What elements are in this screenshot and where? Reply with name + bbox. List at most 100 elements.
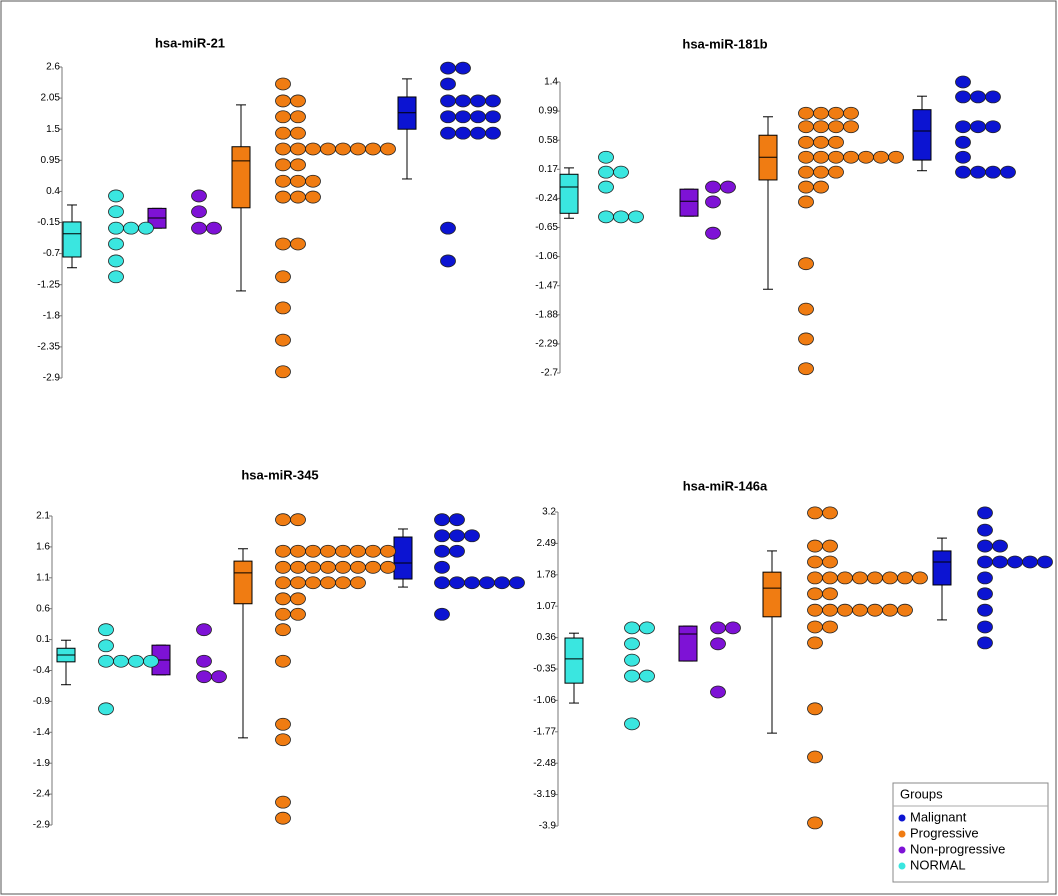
dot (290, 190, 306, 204)
dot (624, 653, 640, 667)
dot (710, 685, 726, 699)
chart-title: hsa-miR-21 (155, 35, 225, 50)
dot (108, 221, 124, 235)
dot (143, 654, 159, 668)
dot (196, 623, 212, 637)
dot (305, 544, 321, 558)
dot (440, 77, 456, 91)
dot (955, 135, 971, 149)
dot (275, 333, 291, 347)
dot (440, 61, 456, 75)
dot (725, 621, 741, 635)
dot (290, 110, 306, 124)
dot (813, 106, 829, 120)
dot (598, 210, 614, 224)
dot (98, 654, 114, 668)
dot (275, 126, 291, 140)
y-tick-label: -2.29 (535, 339, 558, 350)
dot (882, 571, 898, 585)
dot (434, 513, 450, 527)
legend-label: Malignant (910, 809, 967, 824)
y-tick-label: -1.88 (535, 309, 558, 320)
y-tick-label: 1.5 (46, 124, 60, 135)
dot (380, 560, 396, 574)
dot (807, 750, 823, 764)
dot (977, 636, 993, 650)
dot (275, 94, 291, 108)
dot (813, 165, 829, 179)
legend-label: Progressive (910, 825, 979, 840)
y-tick-label: 0.6 (36, 603, 50, 614)
y-tick-label: -0.35 (533, 664, 556, 675)
dot (350, 142, 366, 156)
dot (290, 174, 306, 188)
dot (798, 257, 814, 271)
dot (320, 544, 336, 558)
dot (290, 544, 306, 558)
dot (275, 158, 291, 172)
legend-label: Non-progressive (910, 841, 1005, 856)
dot (108, 270, 124, 284)
dot (275, 77, 291, 91)
dot (290, 576, 306, 590)
dot (275, 654, 291, 668)
y-tick-label: 2.6 (46, 62, 60, 73)
y-tick-label: -0.65 (535, 222, 558, 233)
dot (798, 120, 814, 134)
dot (470, 110, 486, 124)
legend-box (892, 782, 1049, 883)
dot (852, 603, 868, 617)
dot (434, 607, 450, 621)
dot (828, 150, 844, 164)
y-tick-label: 0.36 (537, 632, 557, 643)
dot (290, 142, 306, 156)
dot (624, 637, 640, 651)
y-tick-label: -2.9 (33, 820, 51, 831)
dot (807, 555, 823, 569)
dot (955, 75, 971, 89)
dot (720, 180, 736, 194)
dot (985, 165, 1001, 179)
dot (464, 576, 480, 590)
dot (196, 654, 212, 668)
dot (977, 523, 993, 537)
dot (305, 190, 321, 204)
y-tick-label: 1.07 (537, 601, 557, 612)
dot (822, 571, 838, 585)
y-tick-label: -2.48 (533, 758, 556, 769)
dot (440, 110, 456, 124)
dot (211, 670, 227, 684)
dot (275, 717, 291, 731)
dot (290, 237, 306, 251)
dot (977, 620, 993, 634)
dot (598, 165, 614, 179)
dot (485, 94, 501, 108)
dot (843, 120, 859, 134)
dot (191, 221, 207, 235)
y-tick-label: 2.1 (36, 511, 50, 522)
dot (873, 150, 889, 164)
dot (977, 539, 993, 553)
chart-title: hsa-miR-146a (683, 478, 768, 493)
dot (290, 607, 306, 621)
dot (852, 571, 868, 585)
y-tick-label: -1.77 (533, 726, 556, 737)
dot (807, 702, 823, 716)
y-tick-label: 1.78 (537, 569, 557, 580)
dot (196, 670, 212, 684)
dot (977, 571, 993, 585)
dot (123, 221, 139, 235)
dot (275, 110, 291, 124)
legend-swatch (898, 830, 906, 838)
y-tick-label: 0.99 (539, 106, 559, 117)
dot (598, 180, 614, 194)
box (932, 550, 952, 586)
dot (798, 302, 814, 316)
dot (350, 576, 366, 590)
box (564, 637, 584, 684)
dot (822, 603, 838, 617)
dot (858, 150, 874, 164)
dot (275, 795, 291, 809)
dot (807, 571, 823, 585)
